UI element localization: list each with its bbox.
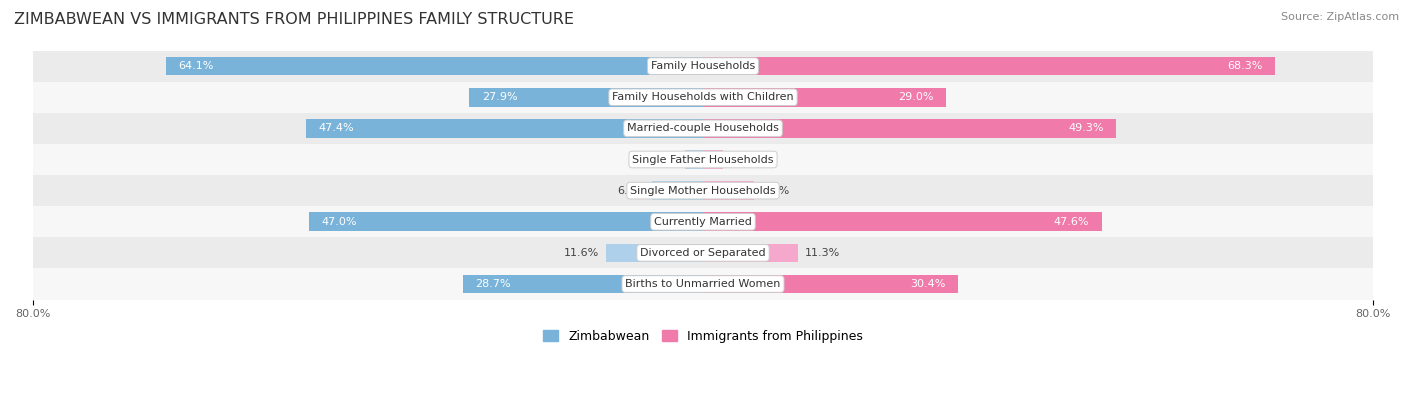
Bar [703, 244, 797, 262]
Bar [32, 175, 1374, 206]
Text: 68.3%: 68.3% [1227, 61, 1263, 71]
Bar [652, 181, 703, 200]
Bar [685, 150, 703, 169]
Text: Married-couple Households: Married-couple Households [627, 123, 779, 134]
Text: Family Households with Children: Family Households with Children [612, 92, 794, 102]
Bar [32, 206, 1374, 237]
Text: ZIMBABWEAN VS IMMIGRANTS FROM PHILIPPINES FAMILY STRUCTURE: ZIMBABWEAN VS IMMIGRANTS FROM PHILIPPINE… [14, 12, 574, 27]
Text: Single Father Households: Single Father Households [633, 154, 773, 164]
Text: Births to Unmarried Women: Births to Unmarried Women [626, 279, 780, 289]
Text: 30.4%: 30.4% [910, 279, 945, 289]
Bar [166, 57, 703, 75]
Bar [32, 144, 1374, 175]
Bar [470, 88, 703, 107]
Text: 47.6%: 47.6% [1053, 217, 1090, 227]
Text: Family Households: Family Households [651, 61, 755, 71]
Bar [307, 119, 703, 138]
Text: 11.3%: 11.3% [804, 248, 839, 258]
Bar [463, 275, 703, 293]
Text: 6.1%: 6.1% [761, 186, 789, 196]
Text: 11.6%: 11.6% [564, 248, 599, 258]
Text: Currently Married: Currently Married [654, 217, 752, 227]
Text: 2.2%: 2.2% [650, 154, 678, 164]
Bar [703, 275, 957, 293]
Text: 47.0%: 47.0% [322, 217, 357, 227]
Text: Divorced or Separated: Divorced or Separated [640, 248, 766, 258]
Legend: Zimbabwean, Immigrants from Philippines: Zimbabwean, Immigrants from Philippines [538, 325, 868, 348]
Text: Source: ZipAtlas.com: Source: ZipAtlas.com [1281, 12, 1399, 22]
Text: 2.4%: 2.4% [730, 154, 758, 164]
Bar [32, 113, 1374, 144]
Bar [703, 213, 1102, 231]
Text: Single Mother Households: Single Mother Households [630, 186, 776, 196]
Bar [703, 119, 1116, 138]
Bar [309, 213, 703, 231]
Bar [703, 88, 946, 107]
Text: 47.4%: 47.4% [318, 123, 354, 134]
Bar [32, 82, 1374, 113]
Text: 28.7%: 28.7% [475, 279, 510, 289]
Bar [703, 57, 1275, 75]
Text: 49.3%: 49.3% [1069, 123, 1104, 134]
Text: 29.0%: 29.0% [898, 92, 934, 102]
Text: 6.1%: 6.1% [617, 186, 645, 196]
Bar [703, 150, 723, 169]
Bar [606, 244, 703, 262]
Bar [32, 237, 1374, 269]
Bar [32, 51, 1374, 82]
Text: 64.1%: 64.1% [179, 61, 214, 71]
Bar [703, 181, 754, 200]
Text: 27.9%: 27.9% [482, 92, 517, 102]
Bar [32, 269, 1374, 299]
